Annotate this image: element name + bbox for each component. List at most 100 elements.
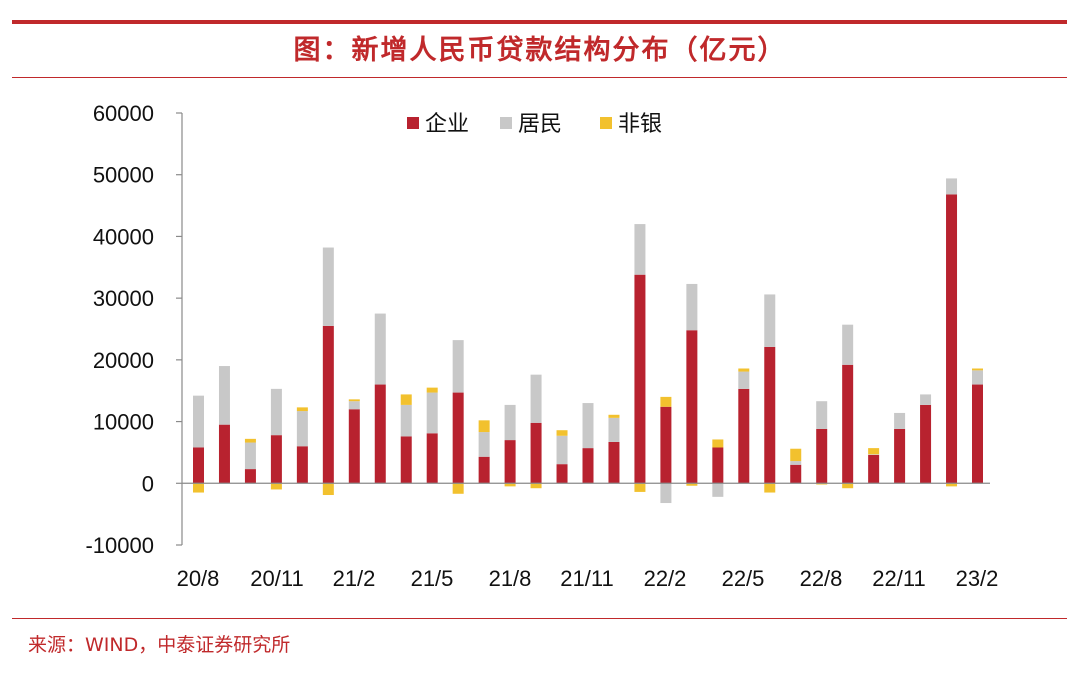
bar-segment-corporate	[686, 330, 698, 484]
y-tick-label: 20000	[93, 348, 154, 373]
source-note: 来源：WIND，中泰证券研究所	[28, 634, 291, 656]
bar-segment-household	[478, 432, 490, 457]
x-axis: 20/8 20/11 21/2 21/5 21/8 21/11 22/2 22/5 22/8 22…	[177, 482, 998, 591]
bar-segment-nonbank	[452, 483, 464, 494]
bar-segment-household	[218, 366, 230, 425]
bar-segment-nonbank	[868, 448, 880, 455]
y-tick-label: 40000	[93, 224, 154, 249]
bar-segment-household	[634, 224, 646, 275]
bar-segment-corporate	[634, 274, 646, 484]
bar-segment-household	[764, 294, 776, 347]
bar-segment-corporate	[296, 446, 308, 484]
bar-segment-nonbank	[322, 483, 334, 496]
bar-segment-household	[868, 454, 880, 455]
bar-segment-corporate	[530, 422, 542, 484]
bar-segment-corporate	[738, 388, 750, 484]
bar-segment-nonbank	[556, 430, 568, 436]
bar-segment-household	[816, 401, 828, 429]
bar-segment-nonbank	[660, 396, 672, 407]
bar-segment-corporate	[712, 447, 724, 484]
y-tick-label: 0	[142, 471, 154, 496]
bar-segment-corporate	[374, 384, 386, 484]
x-tick-label: 21/5	[411, 566, 454, 591]
bar-segment-household	[738, 371, 750, 389]
bar-segment-household	[504, 404, 516, 441]
bar-segment-corporate	[608, 441, 620, 484]
bar-segment-nonbank	[530, 483, 542, 489]
bar-segment-household	[790, 461, 802, 465]
bar-segment-corporate	[218, 424, 230, 484]
bar-segment-nonbank	[608, 414, 620, 418]
bar-segment-household	[946, 178, 958, 195]
title-rule	[12, 77, 1067, 78]
bar-segment-nonbank	[193, 483, 204, 493]
bar-segment-nonbank	[478, 420, 490, 433]
y-tick-label: 10000	[93, 410, 154, 435]
legend-swatch	[500, 117, 512, 129]
bar-segment-household	[920, 394, 932, 405]
bar-segment-nonbank	[972, 368, 983, 371]
bar-segment-nonbank	[946, 483, 958, 487]
bar-segment-nonbank	[634, 483, 646, 492]
bars	[193, 178, 983, 504]
bar-segment-corporate	[764, 346, 776, 484]
bar-segment-corporate	[400, 436, 412, 484]
top-rule	[12, 20, 1067, 24]
bar-segment-household	[374, 313, 386, 385]
bar-segment-corporate	[920, 404, 932, 484]
bar-segment-household	[842, 324, 854, 365]
bar-segment-household	[608, 417, 620, 442]
bar-segment-nonbank	[738, 368, 750, 372]
bar-segment-corporate	[478, 456, 490, 484]
bar-segment-nonbank	[296, 407, 308, 412]
bar-segment-corporate	[894, 428, 906, 484]
legend-swatch	[600, 117, 612, 129]
bar-segment-household	[244, 442, 256, 470]
y-tick-label: 30000	[93, 286, 154, 311]
bar-segment-corporate	[244, 469, 256, 484]
bar-segment-household	[400, 404, 412, 437]
bar-segment-household	[972, 370, 983, 385]
bar-segment-nonbank	[244, 438, 256, 443]
bottom-rule	[12, 618, 1067, 619]
bar-segment-corporate	[582, 448, 594, 484]
x-tick-label: 20/11	[250, 566, 303, 591]
bar-segment-household	[686, 283, 698, 331]
bar-segment-corporate	[322, 325, 334, 484]
bar-segment-nonbank	[686, 483, 698, 486]
x-tick-label: 21/2	[333, 566, 376, 591]
bar-segment-household	[452, 340, 464, 393]
bar-segment-household	[712, 483, 724, 497]
bar-segment-corporate	[348, 409, 360, 484]
y-tick-label: 50000	[93, 163, 154, 188]
bar-segment-nonbank	[764, 483, 776, 493]
bar-segment-corporate	[452, 392, 464, 484]
legend: 企业 居民 非银	[407, 112, 662, 137]
x-tick-label: 22/11	[872, 566, 925, 591]
bar-segment-corporate	[816, 428, 828, 484]
bar-segment-nonbank	[712, 439, 724, 448]
bar-segment-corporate	[946, 194, 958, 484]
bar-segment-household	[270, 388, 282, 436]
bar-segment-corporate	[868, 454, 880, 484]
bar-segment-household	[322, 247, 334, 326]
chart-title: 图：新增人民币贷款结构分布（亿元）	[293, 35, 787, 66]
bar-segment-corporate	[426, 433, 438, 484]
y-tick-label: 60000	[93, 101, 154, 126]
bar-segment-corporate	[972, 384, 983, 484]
legend-label: 居民	[518, 112, 562, 137]
y-tick-label: -10000	[85, 533, 154, 558]
bar-segment-corporate	[270, 435, 282, 484]
legend-label: 企业	[425, 112, 469, 137]
y-axis: -10000 0 10000 20000 30000 40000 50000 60000	[85, 101, 183, 558]
bar-segment-corporate	[556, 464, 568, 484]
bar-segment-household	[530, 374, 542, 423]
bar-segment-corporate	[790, 464, 802, 484]
bar-segment-nonbank	[504, 483, 516, 487]
bar-segment-nonbank	[348, 399, 360, 402]
bar-segment-nonbank	[842, 483, 854, 489]
bar-segment-corporate	[193, 447, 204, 484]
bar-segment-household	[296, 411, 308, 447]
bar-segment-household	[348, 401, 360, 410]
